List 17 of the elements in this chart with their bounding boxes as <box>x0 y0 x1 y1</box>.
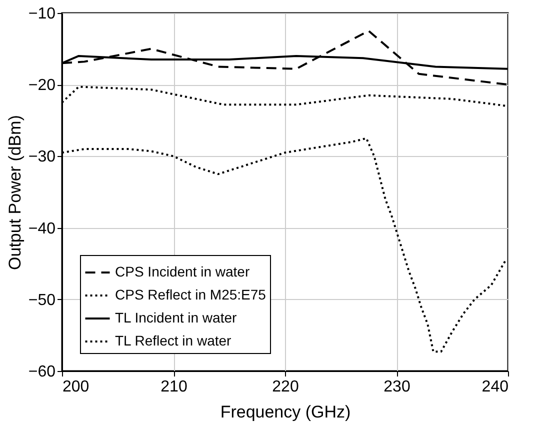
x-tick-label: 200 <box>62 378 90 396</box>
y-axis-title: Output Power (dBm) <box>5 115 24 270</box>
x-tick-label: 240 <box>482 378 509 396</box>
legend-label: TL Reflect in water <box>115 332 232 348</box>
y-tick-label: −30 <box>28 148 56 166</box>
y-tick-label: −10 <box>28 6 56 22</box>
x-tick-label: 210 <box>160 378 188 396</box>
y-tick-label: −20 <box>28 77 56 94</box>
legend-label: TL Incident in water <box>115 310 237 326</box>
y-tick-label: −50 <box>28 292 56 309</box>
legend-label: CPS Reflect in M25:E75 <box>115 286 266 302</box>
legend-label: CPS Incident in water <box>115 264 250 280</box>
x-tick-label: 230 <box>384 378 410 396</box>
y-tick-label: −60 <box>28 364 56 380</box>
x-tick-label: 220 <box>272 378 299 396</box>
x-axis-title: Frequency (GHz) <box>220 402 351 422</box>
y-tick-label: −40 <box>28 220 56 238</box>
